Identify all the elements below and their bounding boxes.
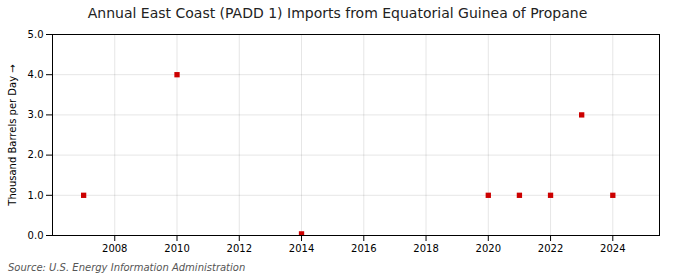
svg-text:2.0: 2.0: [28, 149, 44, 160]
svg-text:2012: 2012: [227, 243, 252, 254]
svg-text:2008: 2008: [102, 243, 127, 254]
svg-text:2014: 2014: [289, 243, 314, 254]
svg-text:2018: 2018: [413, 243, 438, 254]
svg-text:2016: 2016: [351, 243, 376, 254]
svg-text:Thousand Barrels per Day →: Thousand Barrels per Day →: [7, 64, 18, 206]
svg-text:2024: 2024: [600, 243, 625, 254]
svg-text:2022: 2022: [538, 243, 563, 254]
svg-text:2020: 2020: [476, 243, 501, 254]
svg-text:0.0: 0.0: [28, 230, 44, 241]
svg-text:1.0: 1.0: [28, 190, 44, 201]
svg-text:5.0: 5.0: [28, 29, 44, 40]
svg-text:3.0: 3.0: [28, 109, 44, 120]
svg-text:4.0: 4.0: [28, 69, 44, 80]
html-text:Annual East Coast (PADD 1) Imp: Annual East Coast (PADD 1) Imports from …: [87, 5, 588, 21]
svg-text:2010: 2010: [164, 243, 189, 254]
html-text:Source: U.S. Energy Informatio: Source: U.S. Energy Information Administ…: [8, 262, 246, 273]
